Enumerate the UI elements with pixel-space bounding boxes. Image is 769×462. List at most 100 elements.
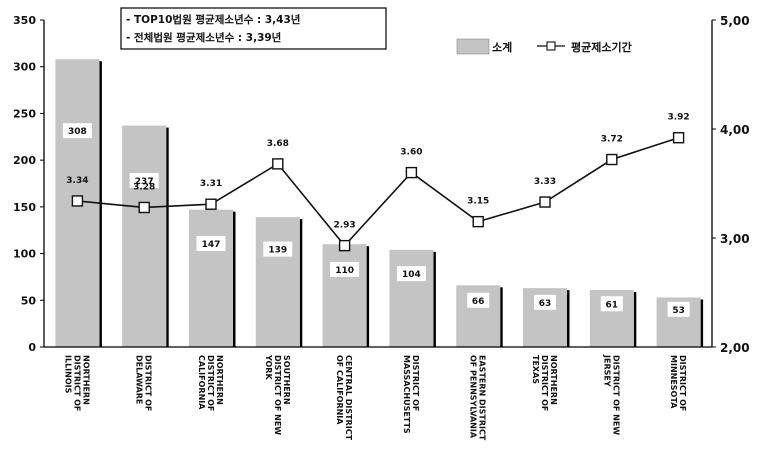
bar-value-label: 53 <box>672 306 685 316</box>
legend: 소계 평균제소기간 <box>456 38 632 55</box>
y-right-tick-label: 2,00 <box>720 341 750 355</box>
x-tick-label: DISTRICT OF NEWJERSEY <box>602 354 620 435</box>
line-point <box>472 215 484 228</box>
bar-value-label: 110 <box>335 266 354 276</box>
line-value-label: 3.68 <box>267 139 289 149</box>
bar-value-label: 308 <box>68 127 87 137</box>
line-value-label: 3.92 <box>667 113 689 123</box>
y-left-tick-label: 250 <box>13 107 36 120</box>
bar-value-label-bg <box>330 261 360 277</box>
bar-shadow <box>633 292 637 347</box>
x-tick-label-text: DISTRICT OF NEWJERSEY <box>602 354 620 435</box>
line-value-label: 2.93 <box>333 221 355 231</box>
bar-value-label: 66 <box>472 297 485 307</box>
x-tick-label: DISTRICT OFDELAWARE <box>135 355 153 411</box>
bar <box>122 125 167 348</box>
legend-marker <box>546 41 556 51</box>
x-tick-label: NORTHERNDISTRICT OFILLINOIS <box>63 355 90 411</box>
x-tick-label-text: NORTHERNDISTRICT OFILLINOIS <box>63 355 90 411</box>
bar-value-label-bg <box>396 266 426 282</box>
annotation-top10: - TOP10법원 평균제소년수 : 3,43년 <box>126 13 300 26</box>
legend-swatch-bar <box>456 38 490 55</box>
line-value-label: 3.60 <box>400 148 422 158</box>
x-tick-label: DISTRICT OFMINNESOTA <box>669 355 687 411</box>
y-left-tick-label: 50 <box>21 294 37 307</box>
bar-shadow <box>233 211 236 347</box>
line-layer <box>71 132 685 252</box>
line-point <box>138 201 150 214</box>
labels-layer: 308 237 147 139 110 104 66 63 61 53 3.34 3.28 3.31 3.… <box>62 113 690 317</box>
line-value-label: 3.31 <box>200 179 222 189</box>
line-point <box>71 195 84 207</box>
y-right-tick-label: 3,00 <box>720 232 750 246</box>
bar-value-label: 147 <box>202 240 221 250</box>
bars-layer <box>55 59 704 348</box>
bar <box>255 217 300 347</box>
bar <box>189 209 233 347</box>
bar-value-label-bg <box>196 235 226 251</box>
line-point <box>672 132 685 144</box>
line-value-label: 3.15 <box>467 197 489 207</box>
y-left-tick-label: 350 <box>13 14 36 27</box>
x-tick-label-text: NORTHERNDISTRICT OFCALIFORNIA <box>197 355 224 411</box>
y-right-tick-label: 4,00 <box>720 123 750 137</box>
bar-value-label: 63 <box>539 299 552 309</box>
bar-shadow <box>366 246 370 347</box>
y-left-tick-label: 100 <box>13 248 36 261</box>
bar-value-label: 104 <box>402 270 421 280</box>
y-left-tick-label: 0 <box>28 341 36 354</box>
x-tick-label-text: CENTRAL DISTRICTOF CALIFORNIA <box>335 355 353 441</box>
bar-value-label-bg <box>62 123 92 139</box>
bar-shadow <box>99 61 102 348</box>
bar-value-label-bg <box>534 294 556 310</box>
line-point <box>405 166 418 179</box>
x-tick-label: DISTRICT OFMASSACHUSETTS <box>402 355 420 434</box>
bar-shadow <box>166 127 169 348</box>
x-tick-label: NORTHERNDISTRICT OFTEXAS <box>531 355 558 411</box>
x-tick-label: NORTHERNDISTRICT OFCALIFORNIA <box>197 355 224 411</box>
x-tick-label-text: SOUTHERNDISTRICT OF NEWYORK <box>264 354 291 435</box>
x-tick-label-text: NORTHERNDISTRICT OFTEXAS <box>531 355 558 411</box>
annotation-box: - TOP10법원 평균제소년수 : 3,43년 - 전체법원 평균제소년수 :… <box>120 7 387 50</box>
x-tick-label-text: EASTERN DISTRICTOF PENNSYLVANIA <box>469 355 487 441</box>
x-tick-label-text: DISTRICT OFDELAWARE <box>135 355 153 411</box>
bar-shadow <box>433 251 436 347</box>
x-tick-label: CENTRAL DISTRICTOF CALIFORNIA <box>335 355 353 441</box>
bar-value-label-bg <box>129 172 159 188</box>
line-series <box>77 136 679 247</box>
bar-value-label-bg <box>263 241 293 257</box>
axes-layer: 0 50 100 150 200 250 300 350 2,00 3,00 4,00 5,00 NOR… <box>13 14 750 441</box>
annotation-all: - 전체법원 평균제소년수 : 3,39년 <box>126 31 281 44</box>
line-point <box>539 196 551 208</box>
bar-value-label-bg <box>467 292 490 308</box>
bar-value-label-bg <box>600 296 623 312</box>
x-tick-label: SOUTHERNDISTRICT OF NEWYORK <box>264 354 291 435</box>
line-value-label: 3.72 <box>601 135 623 145</box>
bar-shadow <box>567 290 570 347</box>
x-tick-label-text: DISTRICT OFMASSACHUSETTS <box>402 355 420 434</box>
bar <box>322 244 367 347</box>
bar-shadow <box>700 299 704 347</box>
y-left-tick-label: 200 <box>13 154 36 167</box>
y-left-tick-label: 300 <box>13 61 36 74</box>
line-point <box>205 198 217 210</box>
bar-value-label-bg <box>667 301 690 317</box>
legend-label-bar: 소계 <box>492 40 512 54</box>
x-tick-label: EASTERN DISTRICTOF PENNSYLVANIA <box>469 355 487 441</box>
line-point <box>606 153 618 166</box>
line-value-label: 3.33 <box>534 177 556 187</box>
y-left-tick-label: 150 <box>13 201 36 214</box>
bar-value-label: 61 <box>606 300 619 310</box>
bar-value-label: 237 <box>135 177 154 187</box>
line-value-label: 3.28 <box>133 182 155 192</box>
bar-shadow <box>500 287 503 347</box>
bar <box>389 249 434 347</box>
bar-value-label: 139 <box>268 246 287 256</box>
line-point <box>338 239 351 252</box>
x-tick-label-text: DISTRICT OFMINNESOTA <box>669 355 687 411</box>
y-right-tick-label: 5,00 <box>720 14 750 28</box>
line-point <box>272 158 284 170</box>
bar-shadow <box>299 219 303 347</box>
legend-label-line: 평균제소기간 <box>571 40 632 54</box>
